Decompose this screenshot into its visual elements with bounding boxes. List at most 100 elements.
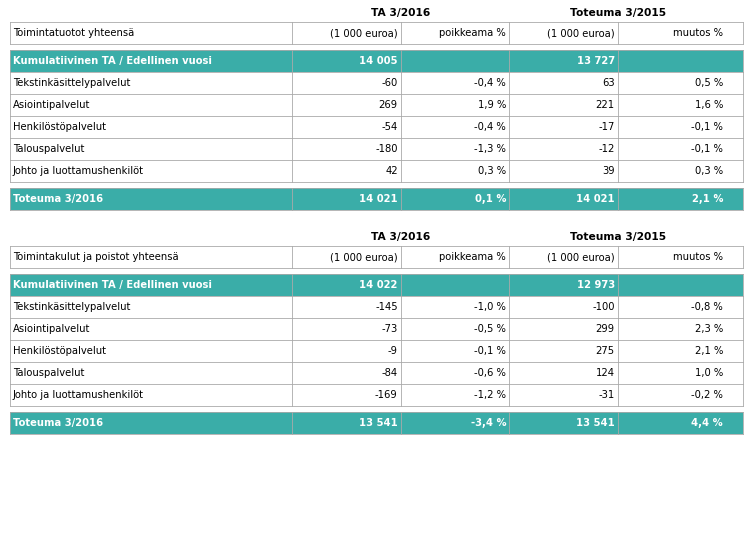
Text: 13 541: 13 541 [359,418,398,428]
Text: 0,5 %: 0,5 % [695,78,723,88]
Text: muutos %: muutos % [673,252,723,262]
Bar [10,50,743,72]
Text: -1,2 %: -1,2 % [474,390,506,400]
Text: TA 3/2016: TA 3/2016 [371,232,430,242]
Text: 0,1 %: 0,1 % [474,194,506,204]
Bar [10,188,743,210]
Bar [10,274,743,296]
Text: poikkeama %: poikkeama % [440,28,506,38]
Text: Toteuma 3/2016: Toteuma 3/2016 [13,418,103,428]
Text: -31: -31 [599,390,614,400]
Text: (1 000 euroa): (1 000 euroa) [547,28,614,38]
Text: 14 021: 14 021 [359,194,398,204]
Text: -145: -145 [375,302,398,312]
Text: 4,4 %: 4,4 % [691,418,723,428]
Bar [10,160,743,182]
Text: poikkeama %: poikkeama % [440,252,506,262]
Text: 13 541: 13 541 [576,418,614,428]
Text: -100: -100 [592,302,614,312]
Text: 124: 124 [596,368,614,378]
Text: -54: -54 [382,122,398,132]
Text: 14 021: 14 021 [576,194,614,204]
Text: 221: 221 [596,100,614,110]
Bar [10,182,743,188]
Text: TA 3/2016: TA 3/2016 [371,8,430,18]
Text: -60: -60 [382,78,398,88]
Text: (1 000 euroa): (1 000 euroa) [330,252,398,262]
Bar [10,406,743,412]
Text: Henkilöstöpalvelut: Henkilöstöpalvelut [13,346,106,356]
Text: Toimintakulut ja poistot yhteensä: Toimintakulut ja poistot yhteensä [13,252,178,262]
Text: 2,3 %: 2,3 % [695,324,723,334]
Text: Toimintatuotot yhteensä: Toimintatuotot yhteensä [13,28,134,38]
Bar [10,362,743,384]
Text: 12 973: 12 973 [577,280,614,290]
Text: 63: 63 [602,78,614,88]
Text: -0,4 %: -0,4 % [474,78,506,88]
Text: -73: -73 [382,324,398,334]
Text: Toteuma 3/2015: Toteuma 3/2015 [569,8,666,18]
Text: 2,1 %: 2,1 % [692,194,723,204]
Text: -17: -17 [599,122,614,132]
Text: 0,3 %: 0,3 % [695,166,723,176]
Text: -0,1 %: -0,1 % [474,346,506,356]
Bar [10,318,743,340]
Bar [10,246,743,268]
Text: -0,1 %: -0,1 % [691,122,723,132]
Text: Johto ja luottamushenkilöt: Johto ja luottamushenkilöt [13,390,144,400]
Text: muutos %: muutos % [673,28,723,38]
Text: Toteuma 3/2016: Toteuma 3/2016 [13,194,103,204]
Text: 275: 275 [596,346,614,356]
Bar [10,296,743,318]
Bar [10,44,743,50]
Bar [10,72,743,94]
Text: Talouspalvelut: Talouspalvelut [13,368,84,378]
Text: -1,0 %: -1,0 % [474,302,506,312]
Text: Asiointipalvelut: Asiointipalvelut [13,324,90,334]
Text: Talouspalvelut: Talouspalvelut [13,144,84,154]
Bar [10,268,743,274]
Bar [10,138,743,160]
Bar [10,384,743,406]
Text: 269: 269 [379,100,398,110]
Text: -169: -169 [375,390,398,400]
Text: -9: -9 [388,346,398,356]
Text: -0,4 %: -0,4 % [474,122,506,132]
Text: -1,3 %: -1,3 % [474,144,506,154]
Text: -0,2 %: -0,2 % [691,390,723,400]
Text: 1,9 %: 1,9 % [478,100,506,110]
Text: 42: 42 [385,166,398,176]
Text: -0,6 %: -0,6 % [474,368,506,378]
Text: Henkilöstöpalvelut: Henkilöstöpalvelut [13,122,106,132]
Text: 1,6 %: 1,6 % [695,100,723,110]
Text: 14 005: 14 005 [359,56,398,66]
Text: (1 000 euroa): (1 000 euroa) [547,252,614,262]
Text: -12: -12 [599,144,614,154]
Bar [10,412,743,434]
Text: Tekstinkäsittelypalvelut: Tekstinkäsittelypalvelut [13,302,130,312]
Text: (1 000 euroa): (1 000 euroa) [330,28,398,38]
Text: -0,1 %: -0,1 % [691,144,723,154]
Text: -180: -180 [375,144,398,154]
Text: 0,3 %: 0,3 % [478,166,506,176]
Text: Asiointipalvelut: Asiointipalvelut [13,100,90,110]
Text: Toteuma 3/2015: Toteuma 3/2015 [569,232,666,242]
Bar [10,94,743,116]
Text: 39: 39 [602,166,614,176]
Text: Kumulatiivinen TA / Edellinen vuosi: Kumulatiivinen TA / Edellinen vuosi [13,280,212,290]
Bar [10,116,743,138]
Bar [10,22,743,44]
Text: Tekstinkäsittelypalvelut: Tekstinkäsittelypalvelut [13,78,130,88]
Text: 13 727: 13 727 [577,56,614,66]
Text: 2,1 %: 2,1 % [695,346,723,356]
Bar [10,340,743,362]
Text: 1,0 %: 1,0 % [695,368,723,378]
Text: -0,5 %: -0,5 % [474,324,506,334]
Text: -84: -84 [382,368,398,378]
Text: 14 022: 14 022 [359,280,398,290]
Text: -0,8 %: -0,8 % [691,302,723,312]
Text: 299: 299 [596,324,614,334]
Text: -3,4 %: -3,4 % [471,418,506,428]
Text: Johto ja luottamushenkilöt: Johto ja luottamushenkilöt [13,166,144,176]
Text: Kumulatiivinen TA / Edellinen vuosi: Kumulatiivinen TA / Edellinen vuosi [13,56,212,66]
